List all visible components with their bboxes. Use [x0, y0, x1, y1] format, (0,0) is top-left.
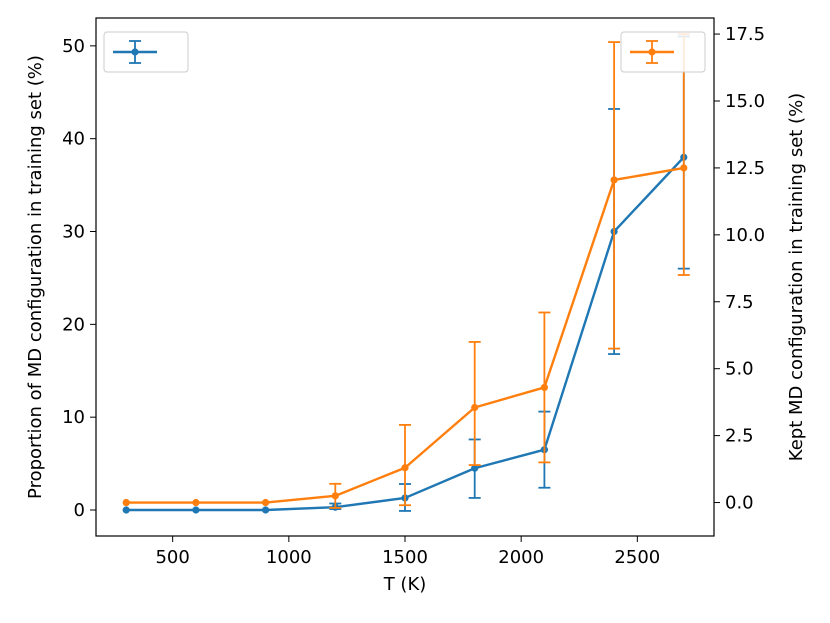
series-right: [122, 33, 690, 509]
plot-frame: [95, 17, 715, 537]
y-left-tick-label: 10: [62, 407, 85, 428]
y-right-tick-label: 5.0: [725, 359, 754, 380]
y-left-tick-label: 30: [62, 222, 85, 243]
y-right-tick-label: 17.5: [725, 24, 765, 45]
data-point: [471, 403, 479, 412]
x-tick-label: 1500: [382, 547, 428, 568]
data-point: [262, 498, 270, 507]
x-tick-label: 500: [155, 547, 189, 568]
series-left: [122, 35, 690, 514]
y-right-tick-label: 2.5: [725, 426, 754, 447]
data-point: [122, 498, 130, 507]
legend-right-handle: [630, 40, 674, 64]
x-tick-label: 2500: [614, 547, 660, 568]
data-point: [122, 506, 130, 514]
y-right-tick-label: 0.0: [725, 493, 754, 514]
data-point: [680, 164, 688, 172]
y-axis-label-right: Kept MD configuration in training set (%…: [786, 93, 807, 461]
legend-right: [620, 31, 706, 73]
data-point: [610, 176, 618, 184]
y-left-tick-label: 0: [74, 500, 85, 521]
y-right-tick-label: 10.0: [725, 225, 765, 246]
x-tick-label: 1000: [266, 547, 312, 568]
y-left-tick-label: 50: [62, 36, 85, 57]
data-point: [471, 464, 479, 472]
data-point: [401, 464, 409, 472]
legend-marker: [131, 48, 139, 56]
series-layer: [122, 33, 690, 514]
x-axis-label: T (K): [383, 574, 427, 595]
y-right-tick-label: 7.5: [725, 292, 754, 313]
data-point: [540, 383, 548, 392]
y-left-tick-label: 20: [62, 314, 85, 335]
data-point: [331, 492, 339, 500]
data-point: [262, 506, 270, 514]
legend-marker: [648, 48, 656, 56]
y-right-tick-label: 12.5: [725, 158, 765, 179]
data-point: [192, 506, 200, 514]
y-right-tick-label: 15.0: [725, 91, 765, 112]
y-left-tick-label: 40: [62, 129, 85, 150]
ticks-layer: 500 1000 1500 2000 2500 0 10 20 30 40 50 0.0 2.5 5.0 7…: [62, 24, 765, 568]
legend-left: [103, 31, 189, 73]
x-tick-label: 2000: [498, 547, 544, 568]
y-axis-label-left: Proportion of MD configuration in traini…: [25, 55, 46, 499]
legend-left-handle: [113, 40, 157, 64]
data-point: [192, 498, 200, 507]
